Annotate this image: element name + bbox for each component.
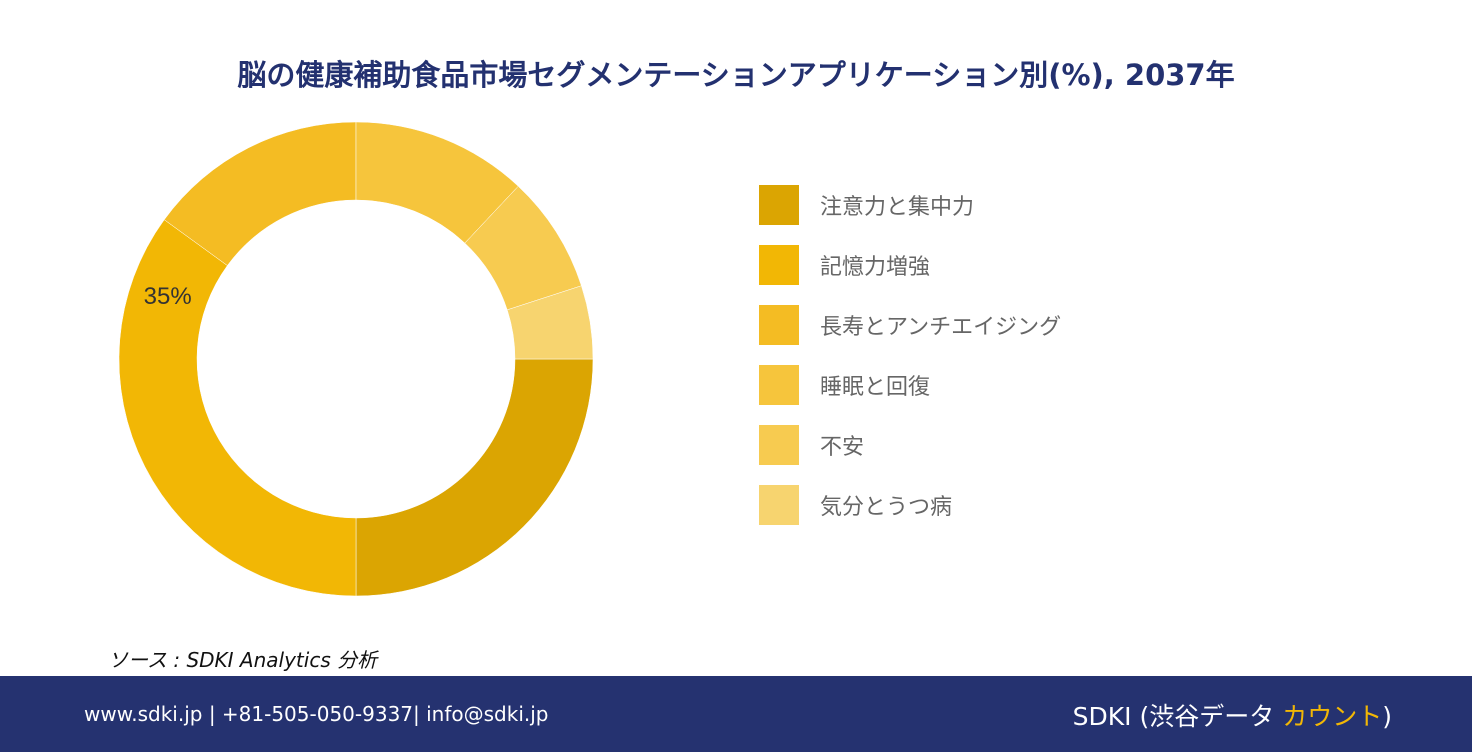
- source-note: ソース : SDKI Analytics 分析: [108, 648, 378, 672]
- brand-accent: カウント: [1282, 702, 1383, 731]
- legend-item: 気分とうつ病: [759, 485, 1061, 525]
- chart-legend: 注意力と集中力 記憶力増強長寿とアンチエイジング 睡眠と回復不安気分とうつ病: [759, 185, 1061, 545]
- legend-swatch: [759, 185, 799, 225]
- donut-slice-1: [355, 358, 594, 597]
- legend-label: 気分とうつ病: [820, 495, 953, 520]
- legend-label: 長寿とアンチエイジング: [820, 315, 1062, 340]
- legend-swatch: [759, 425, 799, 465]
- legend-item: 長寿とアンチエイジング: [759, 305, 1061, 345]
- legend-label: 睡眠と回復: [820, 375, 931, 400]
- legend-item: 睡眠と回復: [759, 365, 1061, 405]
- brand-prefix: SDKI (渋谷データ: [1072, 702, 1283, 731]
- legend-swatch: [759, 485, 799, 525]
- brand-suffix: ): [1382, 702, 1392, 731]
- donut-chart: 35%: [118, 121, 594, 597]
- footer-brand: SDKI (渋谷データ カウント): [1073, 697, 1392, 733]
- legend-swatch: [759, 365, 799, 405]
- footer-bar: www.sdki.jp | +81-505-050-9337| info@sdk…: [0, 676, 1472, 752]
- footer-contact: www.sdki.jp | +81-505-050-9337| info@sdk…: [84, 702, 549, 726]
- legend-item: 注意力と集中力: [759, 185, 1061, 225]
- legend-label: 記憶力増強: [820, 255, 931, 280]
- legend-item: 記憶力増強: [759, 245, 1061, 285]
- legend-label: 注意力と集中力: [820, 195, 975, 220]
- legend-swatch: [759, 245, 799, 285]
- data-label-1: 35%: [144, 283, 192, 310]
- legend-label: 不安: [820, 435, 865, 460]
- legend-item: 不安: [759, 425, 1061, 465]
- donut-slice-2: [118, 219, 357, 597]
- chart-title: 脳の健康補助食品市場セグメンテーションアプリケーション別(%), 2037年: [237, 58, 1235, 92]
- legend-swatch: [759, 305, 799, 345]
- donut-slice-6: [506, 285, 594, 360]
